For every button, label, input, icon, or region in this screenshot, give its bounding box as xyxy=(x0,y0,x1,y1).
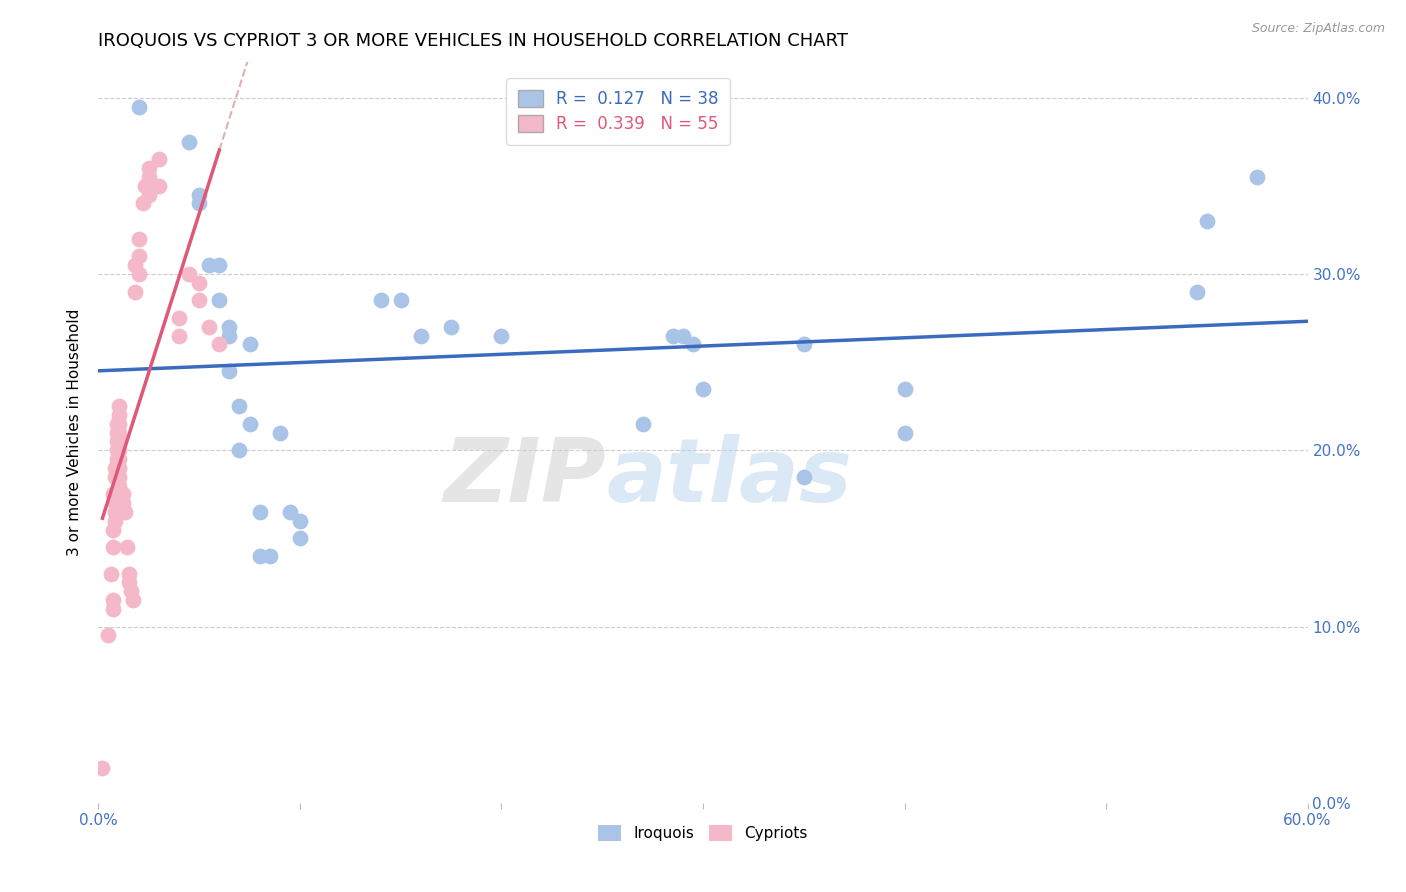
Point xyxy=(100,566,122,581)
Point xyxy=(208,293,231,308)
Point xyxy=(97,628,120,642)
Point xyxy=(111,496,134,510)
Point xyxy=(188,293,211,308)
Point xyxy=(278,505,301,519)
Point xyxy=(124,285,146,299)
Y-axis label: 3 or more Vehicles in Household: 3 or more Vehicles in Household xyxy=(67,309,83,557)
Point xyxy=(103,505,125,519)
Point xyxy=(249,505,271,519)
Point xyxy=(118,566,141,581)
Point xyxy=(672,328,695,343)
Point xyxy=(249,549,271,563)
Point xyxy=(198,319,221,334)
Point xyxy=(138,187,160,202)
Point xyxy=(893,425,915,440)
Point xyxy=(188,276,211,290)
Point xyxy=(128,232,150,246)
Point xyxy=(893,382,915,396)
Point xyxy=(188,196,211,211)
Point xyxy=(138,169,160,184)
Point xyxy=(107,417,129,431)
Point xyxy=(682,337,704,351)
Point xyxy=(218,364,240,378)
Point xyxy=(288,532,311,546)
Point xyxy=(440,319,463,334)
Point xyxy=(269,425,291,440)
Point xyxy=(114,505,136,519)
Text: Source: ZipAtlas.com: Source: ZipAtlas.com xyxy=(1251,22,1385,36)
Point xyxy=(239,417,262,431)
Point xyxy=(259,549,281,563)
Point xyxy=(91,760,114,774)
Point xyxy=(120,584,142,599)
Point xyxy=(167,328,190,343)
Point xyxy=(793,337,815,351)
Point xyxy=(107,478,129,492)
Point xyxy=(288,514,311,528)
Point xyxy=(208,258,231,272)
Point xyxy=(107,425,129,440)
Point xyxy=(121,593,143,607)
Point xyxy=(491,328,513,343)
Point xyxy=(101,602,124,616)
Point xyxy=(128,267,150,281)
Point xyxy=(1246,169,1268,184)
Point xyxy=(370,293,392,308)
Point xyxy=(103,469,125,483)
Text: atlas: atlas xyxy=(606,434,852,521)
Point xyxy=(208,337,231,351)
Point xyxy=(409,328,432,343)
Point xyxy=(389,293,412,308)
Point xyxy=(179,267,201,281)
Point xyxy=(228,443,250,458)
Point xyxy=(188,187,211,202)
Point xyxy=(107,452,129,467)
Text: ZIP: ZIP xyxy=(443,434,606,521)
Point xyxy=(107,434,129,449)
Point xyxy=(118,575,141,590)
Point xyxy=(101,523,124,537)
Point xyxy=(107,399,129,413)
Point xyxy=(692,382,714,396)
Point xyxy=(167,311,190,326)
Point xyxy=(661,328,683,343)
Point xyxy=(103,496,125,510)
Point xyxy=(179,135,201,149)
Point xyxy=(1195,214,1218,228)
Point xyxy=(239,337,262,351)
Point xyxy=(105,443,128,458)
Point xyxy=(115,540,138,554)
Point xyxy=(128,249,150,263)
Point xyxy=(793,469,815,483)
Point xyxy=(124,258,146,272)
Point xyxy=(105,425,128,440)
Point xyxy=(101,487,124,501)
Point xyxy=(101,540,124,554)
Point xyxy=(101,593,124,607)
Point xyxy=(105,417,128,431)
Point xyxy=(107,461,129,475)
Point xyxy=(107,408,129,422)
Point xyxy=(198,258,221,272)
Point xyxy=(148,178,170,193)
Point xyxy=(105,452,128,467)
Point xyxy=(218,328,240,343)
Point xyxy=(1185,285,1208,299)
Point xyxy=(111,487,134,501)
Point xyxy=(138,161,160,176)
Point xyxy=(107,443,129,458)
Point xyxy=(132,196,155,211)
Point xyxy=(148,153,170,167)
Point xyxy=(103,514,125,528)
Legend: Iroquois, Cypriots: Iroquois, Cypriots xyxy=(592,819,814,847)
Point xyxy=(103,461,125,475)
Point xyxy=(128,99,150,113)
Point xyxy=(107,469,129,483)
Point xyxy=(228,399,250,413)
Point xyxy=(218,319,240,334)
Text: IROQUOIS VS CYPRIOT 3 OR MORE VEHICLES IN HOUSEHOLD CORRELATION CHART: IROQUOIS VS CYPRIOT 3 OR MORE VEHICLES I… xyxy=(98,32,848,50)
Point xyxy=(631,417,654,431)
Point xyxy=(105,434,128,449)
Point xyxy=(134,178,156,193)
